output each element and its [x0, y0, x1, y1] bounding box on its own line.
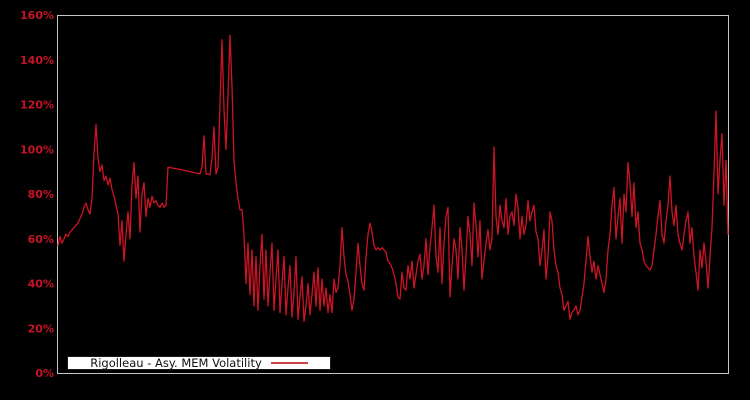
- y-tick-label: 120%: [20, 99, 54, 112]
- y-tick-label: 100%: [20, 143, 54, 156]
- legend-box: Rigolleau - Asy. MEM Volatility: [67, 356, 331, 370]
- y-tick-label: 160%: [20, 9, 54, 22]
- y-tick-label: 80%: [28, 188, 54, 201]
- y-tick-label: 140%: [20, 54, 54, 67]
- legend-label: Rigolleau - Asy. MEM Volatility: [90, 356, 262, 370]
- y-tick-label: 0%: [35, 367, 54, 380]
- y-tick-label: 40%: [28, 278, 54, 291]
- plot-border: [57, 15, 729, 374]
- legend-line-marker: [270, 362, 308, 364]
- series-line: [57, 34, 729, 323]
- y-tick-label: 20%: [28, 322, 54, 335]
- y-axis-labels: 0% 20% 40% 60% 80% 100% 120% 140% 160%: [20, 9, 54, 380]
- y-tick-label: 60%: [28, 233, 54, 246]
